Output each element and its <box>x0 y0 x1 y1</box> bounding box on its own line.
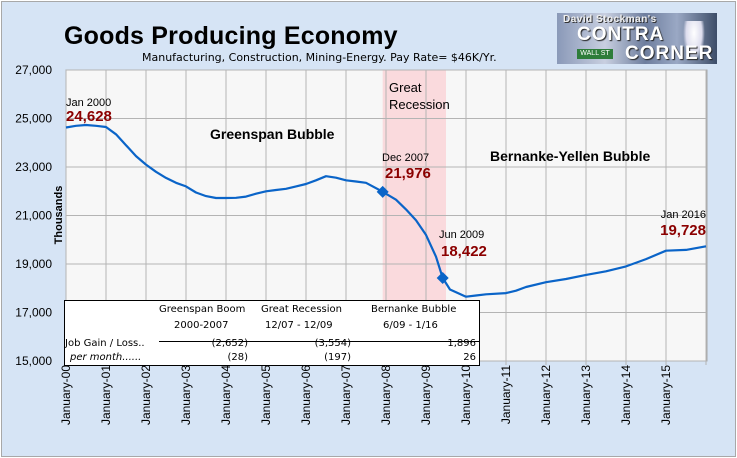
table-divider <box>159 341 479 342</box>
logo-line-3: CORNER <box>625 43 714 64</box>
annotation-value: 18,422 <box>441 243 487 260</box>
table-cell: 26 <box>463 352 476 363</box>
y-tick-label: 19,000 <box>15 257 52 271</box>
contra-corner-logo: David Stockman's CONTRA WALL ST CORNER <box>557 13 717 64</box>
x-tick-label: January-08 <box>379 365 393 425</box>
x-tick-label: January-00 <box>59 365 73 425</box>
table-cell: (28) <box>227 352 248 363</box>
x-tick-label: January-06 <box>299 365 313 425</box>
x-tick-label: January-11 <box>499 365 513 424</box>
logo-line-2: CONTRA <box>577 24 665 45</box>
annotation-value: 24,628 <box>66 108 112 125</box>
y-tick-label: 17,000 <box>15 306 52 320</box>
table-cell: (197) <box>324 352 351 363</box>
y-tick-label: 27,000 <box>15 63 52 77</box>
chart-title: Goods Producing Economy <box>64 22 398 50</box>
table-col-period: 2000-2007 <box>174 320 229 331</box>
x-axis: January-00 January-01 January-02 January-03… <box>59 365 673 425</box>
table-cell: (3,554) <box>314 338 351 349</box>
x-tick-label: January-09 <box>419 365 433 425</box>
table-col-period: 6/09 - 1/16 <box>383 320 438 331</box>
x-tick-label: January-12 <box>539 365 553 425</box>
annotation-date: Dec 2007 <box>382 152 429 164</box>
summary-table: Greenspan Boom 2000-2007 Great Recession… <box>64 300 480 366</box>
table-col-period: 12/07 - 12/09 <box>265 320 333 331</box>
annotation-great-recession: Great <box>389 80 422 95</box>
x-tick-label: January-01 <box>99 365 113 425</box>
table-row-label: Job Gain / Loss.. <box>65 338 145 349</box>
table-col-header: Great Recession <box>261 304 342 315</box>
logo-line-1: David Stockman's <box>563 14 657 25</box>
annotation-greenspan-bubble: Greenspan Bubble <box>210 126 335 142</box>
x-tick-label: January-03 <box>179 365 193 425</box>
annotation-date: Jan 2016 <box>661 209 706 221</box>
capitol-dome-icon <box>683 21 705 61</box>
y-tick-label: 25,000 <box>15 112 52 126</box>
table-col-header: Bernanke Bubble <box>371 304 457 315</box>
annotation-date: Jun 2009 <box>439 229 484 241</box>
series <box>65 123 707 298</box>
x-tick-label: January-05 <box>259 365 273 425</box>
chart-subtitle: Manufacturing, Construction, Mining-Ener… <box>142 51 497 64</box>
wall-street-sign-icon: WALL ST <box>577 49 613 59</box>
table-col-header: Greenspan Boom <box>159 304 246 315</box>
y-tick-label: 21,000 <box>15 209 52 223</box>
annotation-bernanke-yellen-bubble: Bernanke-Yellen Bubble <box>490 148 650 164</box>
y-axis-label: Thousands <box>53 186 65 245</box>
x-tick-label: January-13 <box>579 365 593 425</box>
annotation-value: 19,728 <box>660 222 706 239</box>
annotation-date: Jan 2000 <box>66 97 111 109</box>
table-cell: (2,652) <box>211 338 248 349</box>
x-tick-label: January-15 <box>659 365 673 425</box>
annotation-value: 21,976 <box>385 165 431 182</box>
x-tick-label: January-02 <box>139 365 153 425</box>
data-marker <box>436 272 449 285</box>
x-tick-label: January-04 <box>219 365 233 425</box>
x-tick-label: January-14 <box>619 365 633 425</box>
y-tick-label: 15,000 <box>15 354 52 368</box>
annotation-great-recession: Recession <box>389 97 450 112</box>
y-axis: 15,000 17,000 19,000 21,000 23,000 25,000 27,0… <box>15 63 52 368</box>
series-line <box>65 123 707 298</box>
x-tick-label: January-10 <box>459 365 473 425</box>
gridlines <box>65 69 707 365</box>
table-row-label: per month...... <box>70 352 142 363</box>
table-cell: 1,896 <box>447 338 476 349</box>
data-marker <box>376 185 389 198</box>
y-tick-label: 23,000 <box>15 160 52 174</box>
x-tick-label: January-07 <box>339 365 353 425</box>
